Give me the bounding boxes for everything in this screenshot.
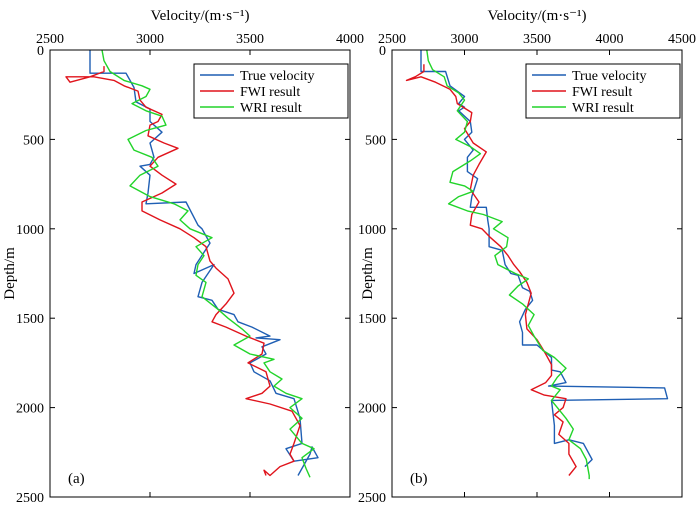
y-tick-label: 0	[379, 44, 386, 59]
y-tick-label: 2500	[16, 491, 44, 506]
y-axis-label: Depth/m	[2, 247, 18, 300]
series-line-true	[89, 50, 319, 476]
y-tick-label: 0	[37, 44, 44, 59]
series-line-wri	[101, 50, 315, 478]
x-tick-label: 2500	[378, 32, 406, 47]
y-tick-label: 2000	[358, 402, 386, 417]
x-axis-label: Velocity/(m·s⁻¹)	[487, 8, 586, 24]
chart-panel-1: 2500 3000 3500 4000 4500 0 500 1000 1500 2000 2500…	[358, 8, 696, 506]
x-tick-label: 3500	[236, 32, 264, 47]
chart-panel-0: 2500 3000 3500 4000 0 500 1000 1500 2000 2500 Velo…	[2, 8, 364, 506]
x-axis-label: Velocity/(m·s⁻¹)	[150, 8, 249, 24]
x-tick-label: 3000	[451, 32, 479, 47]
series-line-fwi	[65, 66, 301, 477]
y-tick-label: 500	[23, 133, 44, 148]
y-tick-label: 1500	[16, 312, 44, 327]
series-line-fwi	[405, 64, 577, 476]
y-tick-label: 1000	[358, 223, 386, 238]
series-group	[405, 50, 669, 480]
panel-label: (a)	[68, 471, 85, 487]
legend-entry: True velocity	[572, 69, 647, 84]
y-tick-label: 2500	[358, 491, 386, 506]
series-group	[65, 50, 319, 478]
legend-entry: WRI result	[572, 101, 634, 116]
legend-entry: FWI result	[572, 85, 632, 100]
legend-entry: FWI result	[240, 85, 300, 100]
x-tick-label: 2500	[36, 32, 64, 47]
legend-entry: True velocity	[240, 69, 315, 84]
x-tick-label: 4000	[336, 32, 364, 47]
series-line-wri	[426, 50, 590, 480]
x-tick-label: 3500	[523, 32, 551, 47]
y-tick-label: 500	[365, 133, 386, 148]
y-tick-label: 1500	[358, 312, 386, 327]
plot-frame	[49, 49, 351, 498]
panel-label: (b)	[410, 471, 428, 487]
legend-entry: WRI result	[240, 101, 302, 116]
y-tick-label: 2000	[16, 402, 44, 417]
y-axis-label: Depth/m	[360, 247, 376, 300]
series-line-true	[420, 50, 669, 468]
x-tick-label: 4500	[668, 32, 696, 47]
x-tick-label: 3000	[136, 32, 164, 47]
y-tick-label: 1000	[16, 223, 44, 238]
x-tick-label: 4000	[596, 32, 624, 47]
